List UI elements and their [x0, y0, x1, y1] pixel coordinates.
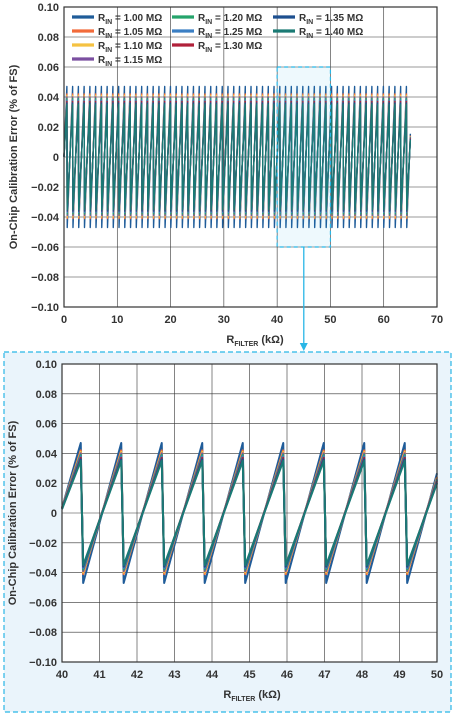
- zoom-y-tick-label: −0.06: [29, 597, 57, 609]
- zoom-x-axis-label: RFILTER (kΩ): [223, 689, 281, 703]
- zoom-y-tick-label: 0.08: [36, 389, 57, 401]
- zoom-y-tick-label: 0: [51, 508, 57, 520]
- zoom-y-tick-label: −0.02: [29, 538, 57, 550]
- zoom-y-tick-label: 0.10: [36, 359, 57, 371]
- legend-entry: RIN = 1.25 MΩ: [198, 27, 262, 40]
- overview-y-tick-label: −0.02: [31, 182, 59, 194]
- overview-series-line: [63, 103, 412, 211]
- overview-x-tick-label: 20: [164, 314, 176, 326]
- zoom-y-axis-label: On-Chip Calibration Error (% of FS): [7, 420, 19, 605]
- zoom-region-box: [276, 66, 332, 248]
- overview-x-tick-label: 10: [111, 314, 123, 326]
- zoom-x-tick-label: 42: [131, 669, 143, 681]
- overview-y-tick-label: 0.02: [38, 122, 59, 134]
- overview-plot-frame: [63, 6, 438, 308]
- legend-entry: RIN = 1.30 MΩ: [198, 41, 262, 54]
- overview-x-tick-label: 0: [61, 314, 67, 326]
- zoom-y-tick-label: −0.08: [29, 627, 57, 639]
- zoom-y-tick-label: −0.10: [29, 657, 57, 669]
- overview-y-tick-label: 0.06: [38, 62, 59, 74]
- zoom-y-tick-label: −0.04: [29, 568, 58, 580]
- zoom-series-line: [61, 459, 438, 567]
- zoom-x-tick-label: 45: [243, 669, 255, 681]
- zoom-x-tick-label: 48: [356, 669, 368, 681]
- zoom-x-tick-label: 44: [206, 669, 219, 681]
- overview-y-tick-label: 0: [53, 152, 59, 164]
- overview-y-tick-label: −0.06: [31, 242, 59, 254]
- legend-entry: RIN = 1.00 MΩ: [98, 13, 162, 26]
- zoom-x-tick-label: 40: [56, 669, 68, 681]
- legend-entry: RIN = 1.05 MΩ: [98, 27, 162, 40]
- zoom-x-tick-label: 47: [318, 669, 330, 681]
- legend-entry: RIN = 1.40 MΩ: [299, 27, 363, 40]
- overview-y-tick-label: −0.10: [31, 302, 59, 314]
- overview-y-tick-label: 0.04: [38, 92, 60, 104]
- zoom-y-tick-label: 0.06: [36, 419, 57, 431]
- legend-entry: RIN = 1.10 MΩ: [98, 41, 162, 54]
- zoom-tick-labels: 40 41 42 43 44 45 46 47 48 49 50 0.10 0.08 0.06 0.04 0.…: [29, 359, 443, 681]
- legend-entry: RIN = 1.20 MΩ: [198, 13, 262, 26]
- overview-x-axis-label: RFILTER (kΩ): [226, 334, 284, 348]
- zoom-x-tick-label: 41: [93, 669, 105, 681]
- zoom-series: [61, 441, 438, 585]
- overview-x-tick-label: 70: [431, 314, 443, 326]
- overview-y-tick-label: 0.10: [38, 2, 59, 14]
- zoom-x-tick-label: 43: [168, 669, 180, 681]
- overview-y-tick-label: 0.08: [38, 32, 59, 44]
- zoom-x-tick-label: 49: [393, 669, 405, 681]
- zoom-chart: 40 41 42 43 44 45 46 47 48 49 50 0.10 0.08 0.06 0.04 0.…: [7, 359, 443, 703]
- zoom-plot-frame: [61, 363, 438, 663]
- overview-tick-labels: 0 10 20 30 40 50 60 70 0.10 0.08 0.06 0.04 0.02 0 −0.0…: [31, 2, 443, 326]
- overview-x-tick-label: 30: [218, 314, 230, 326]
- overview-x-tick-label: 40: [271, 314, 283, 326]
- overview-y-axis-label: On-Chip Calibration Error (% of FS): [8, 64, 20, 249]
- overview-y-tick-label: −0.04: [31, 212, 60, 224]
- overview-series: [63, 85, 412, 229]
- zoom-y-tick-label: 0.04: [36, 448, 58, 460]
- overview-x-tick-label: 60: [378, 314, 390, 326]
- overview-x-tick-label: 50: [324, 314, 336, 326]
- zoom-x-tick-label: 50: [431, 669, 443, 681]
- zoom-y-tick-label: 0.02: [36, 478, 57, 490]
- legend-entry: RIN = 1.35 MΩ: [299, 13, 363, 26]
- overview-y-tick-label: −0.08: [31, 272, 59, 284]
- zoom-x-tick-label: 46: [281, 669, 293, 681]
- legend-entry: RIN = 1.15 MΩ: [98, 55, 162, 68]
- zoom-connector-arrow: [299, 343, 308, 351]
